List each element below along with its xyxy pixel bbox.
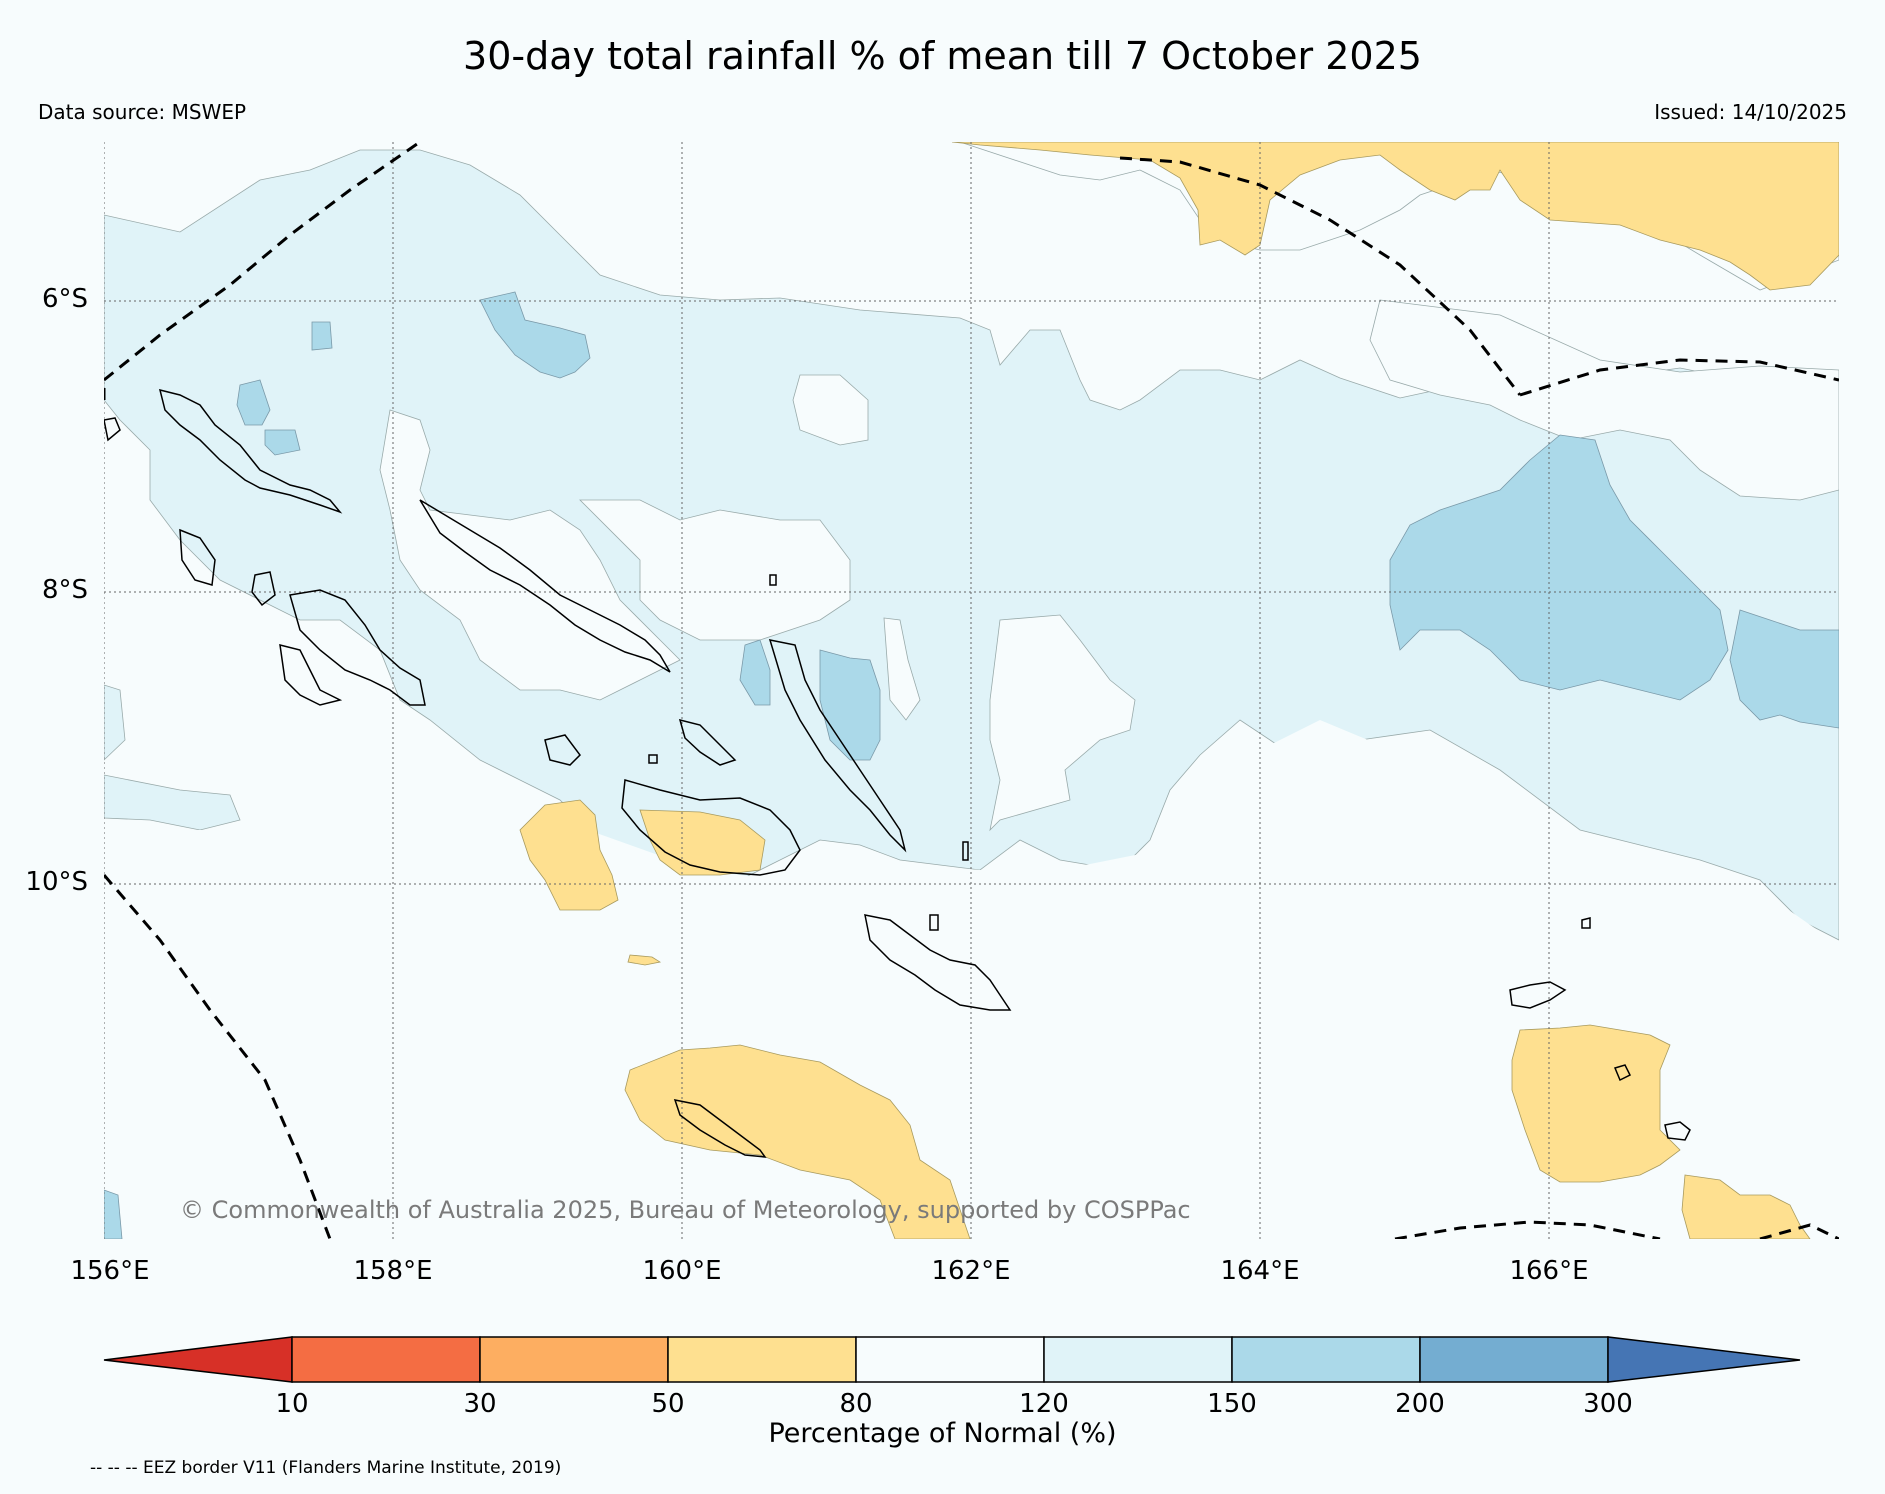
colorbar-tick: 80 [839,1389,873,1419]
rainfall-80-120-region [989,614,1136,832]
island-santa-isabel [419,499,671,673]
colorbar-tick: 10 [275,1389,309,1419]
island-nendo [1509,981,1567,1009]
island-small-2 [962,841,969,861]
issued-date: Issued: 14/10/2025 [1654,100,1847,124]
rainfall-80-120-region [883,617,921,721]
rainfall-50-80-region [639,809,766,876]
eez-border [1119,156,1522,396]
island-choiseul [158,388,343,514]
rainfall-150-200-region [311,321,333,351]
colorbar-extend-high [1607,1336,1801,1383]
rainfall-50-80-region [624,1044,971,1239]
colorbar-bin [291,1336,481,1383]
island-small-4 [648,754,658,764]
rainfall-50-80-region [1511,1024,1681,1183]
colorbar-bin [1043,1336,1233,1383]
island-new-georgia [179,528,216,586]
rainfall-150-200-region [1729,609,1839,729]
rainfall-150-200-region [739,639,771,706]
rainfall-50-80-region [519,799,619,911]
colorbar-tick: 50 [651,1389,685,1419]
colorbar-label: Percentage of Normal (%) [768,1418,1117,1449]
island-shortland [104,417,121,442]
colorbar-extend-low [103,1336,293,1383]
colorbar-tick: 150 [1207,1389,1257,1419]
eez-legend-note: -- -- -- EEZ border V11 (Flanders Marine… [90,1458,562,1478]
colorbar-bin [855,1336,1045,1383]
island-small-3 [769,574,777,586]
island-florida [678,718,737,766]
colorbar [103,1336,1801,1383]
eez-border [1394,1220,1661,1239]
colorbar-bin [667,1336,857,1383]
lon-label: 164°E [1220,1256,1300,1286]
lon-label: 158°E [353,1256,433,1286]
rainfall-150-200-region [264,429,301,456]
rainfall-150-200-region [236,379,271,426]
rainfall-150-200-region [479,291,591,379]
colorbar-bin [1231,1336,1421,1383]
rainfall-150-200-region [1389,434,1729,701]
rainfall-150-200-region [104,1189,123,1239]
island-guadalcanal [621,779,801,876]
rainfall-80-120-region [579,499,851,641]
colorbar-bin [1419,1336,1609,1383]
data-source: Data source: MSWEP [38,100,247,124]
eez-border [1759,1223,1839,1239]
graticule [104,142,1839,1239]
island-utupua [1613,1064,1632,1082]
lon-label: 166°E [1509,1256,1589,1286]
rainfall-120-150-region [104,684,126,761]
island-small-1 [1581,917,1591,929]
eez-border [1519,358,1839,397]
lon-label: 156°E [70,1256,150,1286]
rainfall-50-80-region [951,142,1839,291]
eez-border [104,142,421,400]
island-russell [544,734,581,766]
copyright-notice: © Commonwealth of Australia 2025, Bureau… [180,1196,1191,1224]
eez-border [104,874,332,1239]
lon-label: 162°E [931,1256,1011,1286]
rainfall-50-80-region [627,954,662,966]
lon-label: 160°E [642,1256,722,1286]
map-title: 30-day total rainfall % of mean till 7 O… [463,34,1422,78]
lat-label: 8°S [41,575,88,605]
map-area [104,142,1839,1239]
colorbar-tick: 300 [1583,1389,1633,1419]
island-rendova [279,644,343,706]
lat-label: 6°S [41,284,88,314]
island-malaita [768,639,907,853]
colorbar-bin [479,1336,669,1383]
colorbar-tick: 30 [463,1389,497,1419]
island-new-georgia-main [289,589,426,706]
coastlines [104,388,1691,1158]
rainfall-120-150-region [104,774,241,831]
lat-label: 10°S [25,867,88,897]
island-rennell [673,1099,767,1158]
eez-borders [104,142,1839,1239]
island-small-5 [929,914,939,931]
island-vella-lavella [251,571,276,607]
rainfall-80-120-region [792,374,869,446]
colorbar-tick: 200 [1395,1389,1445,1419]
rainfall-50-80-region [1681,1174,1811,1239]
island-vanikoro [1664,1121,1691,1141]
colorbar-tick: 120 [1019,1389,1069,1419]
island-makira [864,914,1012,1011]
